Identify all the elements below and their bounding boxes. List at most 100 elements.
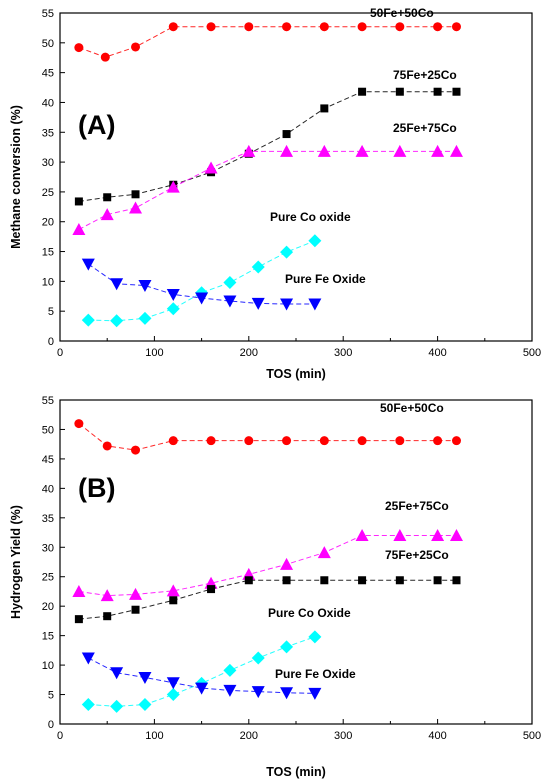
y-tick-label: 10 [42, 276, 54, 288]
series-label: 75Fe+25Co [393, 68, 457, 82]
y-tick-label: 45 [42, 454, 54, 466]
data-point [207, 585, 216, 594]
x-tick-label: 500 [523, 347, 541, 359]
data-point [74, 615, 83, 624]
x-tick-label: 400 [428, 730, 446, 742]
data-point [138, 311, 152, 325]
data-point [358, 87, 367, 96]
data-point [100, 208, 114, 221]
x-tick-label: 100 [145, 347, 163, 359]
series-pure-fe-oxide: Pure Fe Oxide [81, 652, 356, 700]
series-pure-co-oxide: Pure Co oxide [81, 210, 351, 328]
data-point [358, 576, 367, 585]
data-point [452, 576, 461, 585]
series-pure-co-oxide: Pure Co Oxide [81, 606, 351, 713]
data-point [282, 576, 291, 585]
series-line [78, 26, 457, 58]
data-point [81, 698, 95, 712]
series-75fe-25co: 75Fe+25Co [74, 68, 461, 206]
data-point [103, 612, 112, 621]
x-tick-label: 400 [428, 347, 446, 359]
data-point [449, 144, 463, 157]
data-point [74, 419, 84, 429]
y-tick-label: 20 [42, 601, 54, 613]
data-point [81, 652, 95, 665]
data-point [431, 144, 445, 157]
data-point [308, 630, 322, 644]
data-point [129, 587, 143, 600]
series-label: 50Fe+50Co [380, 401, 444, 415]
data-point [223, 684, 237, 697]
series-50fe-50co: 50Fe+50Co [74, 401, 461, 455]
data-point [166, 677, 180, 690]
series-label: Pure Fe Oxide [275, 667, 356, 681]
data-point [357, 436, 367, 446]
y-tick-label: 15 [42, 247, 54, 259]
data-point [449, 528, 463, 541]
data-point [206, 22, 216, 32]
data-point [282, 22, 292, 32]
y-tick-label: 40 [42, 483, 54, 495]
series-line [78, 579, 457, 620]
y-tick-label: 50 [42, 424, 54, 436]
series-75fe-25co: 75Fe+25Co [74, 548, 461, 624]
panel-label: (A) [78, 110, 115, 140]
data-point [451, 436, 461, 446]
data-point [223, 276, 237, 290]
data-point [395, 22, 405, 32]
data-point [395, 576, 404, 585]
y-tick-label: 45 [42, 68, 54, 80]
data-point [138, 698, 152, 712]
data-point [74, 43, 84, 53]
series-line [78, 91, 457, 202]
data-point [319, 436, 329, 446]
data-point [280, 640, 294, 654]
data-point [242, 144, 256, 157]
y-tick-label: 15 [42, 631, 54, 643]
data-point [110, 667, 124, 680]
data-point [244, 22, 254, 32]
data-point [72, 584, 86, 597]
y-tick-label: 25 [42, 187, 54, 199]
data-point [138, 280, 152, 293]
data-point [280, 687, 294, 700]
data-point [100, 589, 114, 602]
data-point [393, 528, 407, 541]
data-point [282, 436, 292, 446]
series-label: Pure Co Oxide [268, 606, 351, 620]
data-point [223, 295, 237, 308]
series-label: Pure Co oxide [270, 210, 351, 224]
data-point [131, 605, 140, 614]
data-point [433, 87, 442, 96]
series-label: 50Fe+50Co [370, 6, 434, 20]
data-point [166, 688, 180, 702]
x-tick-label: 300 [334, 730, 352, 742]
y-tick-label: 30 [42, 157, 54, 169]
chart-panel-b: 0 100 200 300 400 500 0 5 10 15 20 25 30 35 40 45 50 55 TO… [9, 395, 541, 779]
data-point [138, 671, 152, 684]
data-point [223, 663, 237, 677]
data-point [166, 180, 180, 193]
x-tick-label: 200 [240, 730, 258, 742]
data-point [195, 292, 209, 305]
data-point [195, 682, 209, 695]
data-point [81, 258, 95, 271]
data-point [110, 699, 124, 713]
data-point [357, 22, 367, 32]
data-point [166, 302, 180, 316]
data-point [308, 298, 322, 311]
x-tick-label: 200 [240, 347, 258, 359]
data-point [431, 528, 445, 541]
data-point [251, 651, 265, 665]
data-point [452, 87, 461, 96]
data-point [282, 130, 291, 139]
data-point [169, 596, 178, 605]
y-tick-label: 0 [48, 336, 54, 348]
x-tick-label: 500 [523, 730, 541, 742]
data-point [451, 22, 461, 32]
data-point [131, 445, 141, 455]
data-point [317, 546, 331, 559]
y-tick-label: 50 [42, 38, 54, 50]
data-point [320, 104, 329, 113]
x-tick-label: 0 [57, 730, 63, 742]
